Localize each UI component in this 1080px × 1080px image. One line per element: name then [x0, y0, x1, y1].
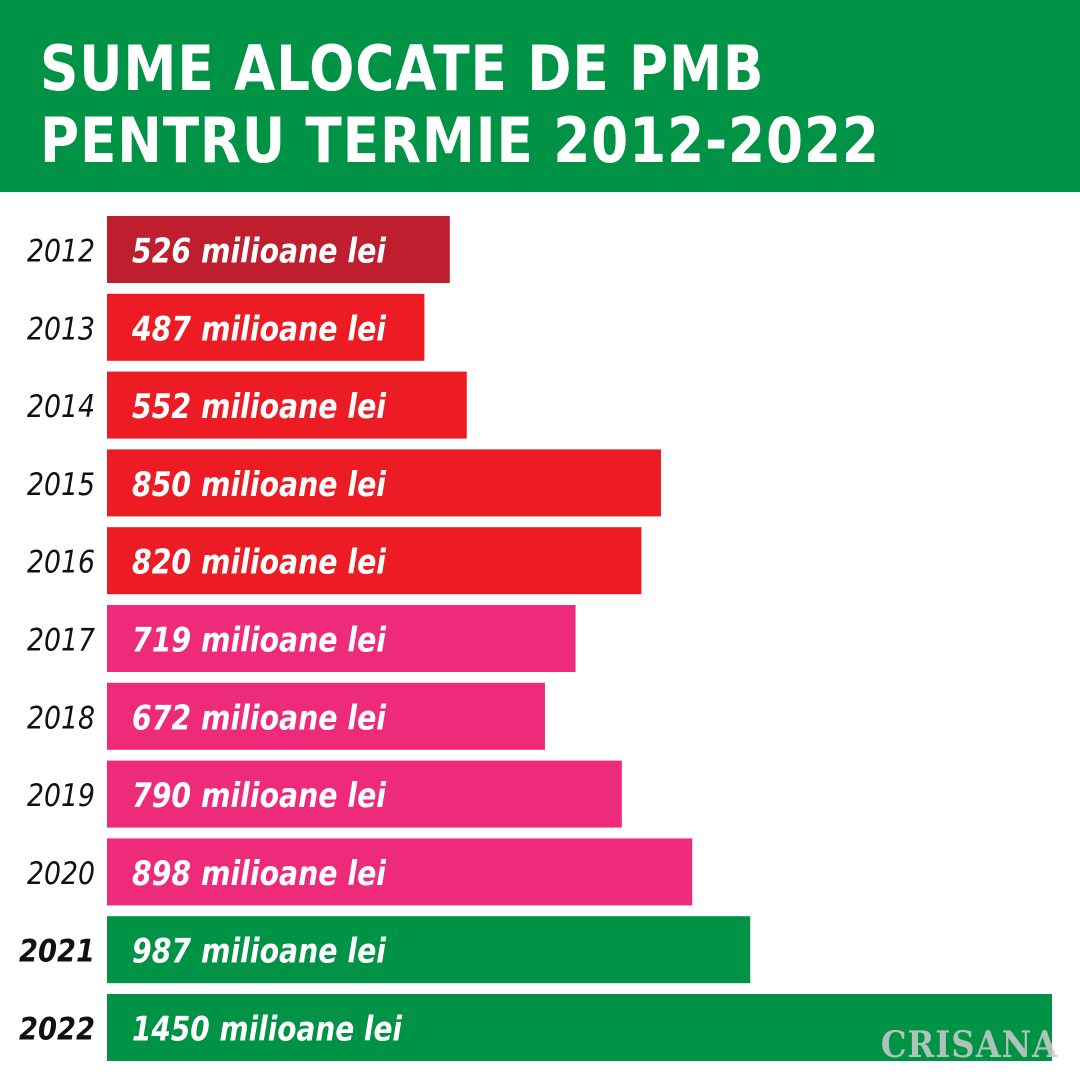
bar-2021: [107, 916, 751, 984]
chart-title-line-1: SUME ALOCATE DE PMB: [40, 32, 765, 105]
bar-value-label-2022: 1450 milioane lei: [132, 1010, 403, 1050]
year-label-2017: 2017: [27, 623, 95, 659]
year-label-2018: 2018: [27, 700, 95, 736]
bar-2018: [107, 682, 545, 750]
bar-2014: [107, 371, 467, 439]
bar-2016: [107, 527, 642, 595]
year-label-2020: 2020: [27, 856, 95, 892]
bar-value-label-2018: 672 milioane lei: [132, 698, 387, 738]
bar-2012: [107, 216, 450, 283]
bar-value-label-2017: 719 milioane lei: [132, 621, 387, 661]
bar-value-label-2013: 487 milioane lei: [131, 309, 387, 349]
crisana-watermark: CRISANA: [880, 1024, 1058, 1066]
year-label-2012: 2012: [27, 234, 95, 270]
bar-2020: [107, 838, 693, 906]
bar-value-label-2016: 820 milioane lei: [132, 543, 387, 583]
bar-2015: [107, 449, 661, 517]
bar-2017: [107, 605, 576, 672]
year-label-2016: 2016: [27, 545, 95, 581]
bar-2019: [107, 760, 622, 828]
year-label-2022: 2022: [19, 1012, 95, 1048]
bar-value-label-2015: 850 milioane lei: [132, 465, 387, 505]
bar-value-label-2021: 987 milioane lei: [132, 932, 387, 972]
year-label-2014: 2014: [27, 389, 95, 425]
chart-title-line-2: PENTRU TERMIE 2012-2022: [40, 104, 880, 177]
bar-value-label-2012: 526 milioane lei: [132, 232, 387, 272]
year-label-2013: 2013: [27, 311, 95, 347]
year-label-2015: 2015: [27, 467, 95, 503]
chart-header: SUME ALOCATE DE PMB PENTRU TERMIE 2012-2…: [0, 0, 1080, 192]
year-label-2021: 2021: [19, 934, 95, 970]
bar-value-label-2019: 790 milioane lei: [132, 776, 387, 816]
year-label-2019: 2019: [27, 778, 95, 814]
bar-value-label-2014: 552 milioane lei: [132, 387, 387, 427]
bar-value-label-2020: 898 milioane lei: [132, 854, 387, 894]
bar-2013: [107, 293, 425, 361]
bar-2022: [107, 994, 1052, 1061]
